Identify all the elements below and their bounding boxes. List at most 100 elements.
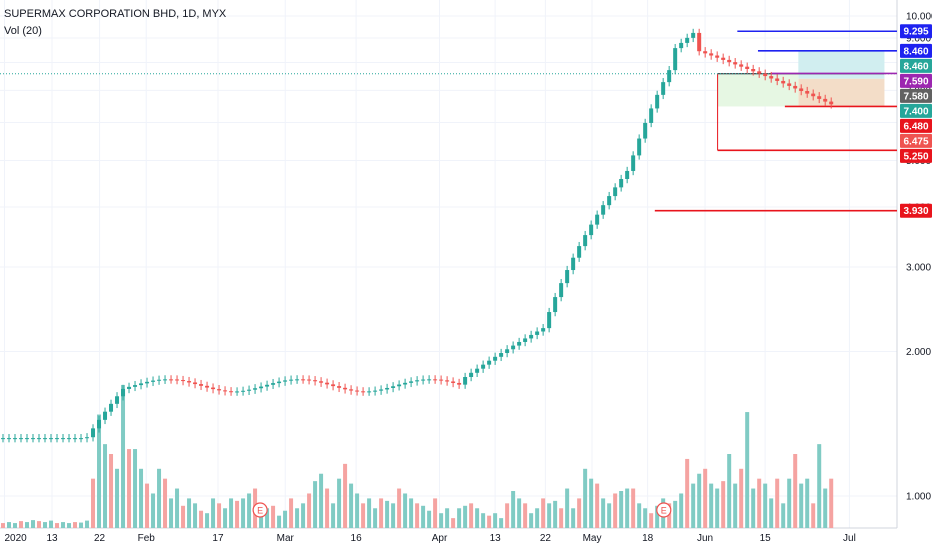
price-label-text: 7.590 (903, 76, 928, 87)
candle-body (391, 386, 396, 388)
x-tick-label: Apr (432, 533, 448, 544)
price-label-badge (900, 203, 932, 218)
candle-body (547, 312, 552, 329)
candle-body (97, 419, 102, 429)
candle-body (649, 108, 654, 123)
candle-body (451, 381, 456, 383)
candle-body (469, 372, 474, 377)
volume-bar (235, 500, 240, 528)
volume-bar (37, 521, 42, 528)
candle-body (103, 411, 108, 420)
volume-bar (85, 520, 90, 528)
candle-body (241, 390, 246, 392)
volume-bar (181, 505, 186, 528)
candle-body (49, 438, 54, 440)
candle-body (37, 438, 42, 440)
candle-body (271, 383, 276, 385)
candle-body (325, 382, 330, 385)
volume-bar (685, 458, 690, 528)
earnings-marker[interactable] (252, 502, 268, 518)
candle-body (445, 380, 450, 382)
candle-body (289, 379, 294, 381)
candle-body (535, 331, 540, 335)
candle-body (511, 345, 516, 350)
volume-bar (19, 521, 24, 528)
candle-body (595, 214, 600, 225)
volume-bar (457, 508, 462, 528)
candle-body (523, 338, 528, 342)
volume-bar (799, 483, 804, 528)
candle-body (709, 53, 714, 56)
candle-body (703, 51, 708, 54)
candle-body (667, 70, 672, 83)
volume-bar (169, 498, 174, 528)
x-tick-label: 22 (94, 533, 106, 544)
candle-body (805, 91, 810, 94)
volume-bar (469, 503, 474, 528)
volume-bar (229, 498, 234, 528)
candle-body (751, 69, 756, 72)
volume-bar (139, 468, 144, 528)
candle-body (817, 96, 822, 99)
candle-body (691, 32, 696, 38)
volume-bar (499, 518, 504, 528)
volume-bar (331, 503, 336, 528)
candle-body (193, 382, 198, 385)
volume-bar (121, 384, 126, 528)
volume-bar (703, 468, 708, 528)
volume-bar (211, 498, 216, 528)
candle-body (607, 196, 612, 206)
volume-bar (667, 503, 672, 528)
volume-bar (655, 505, 660, 528)
x-tick-label: Jun (697, 533, 713, 544)
candle-body (151, 380, 156, 382)
candle-body (697, 32, 702, 52)
volume-bar (535, 508, 540, 528)
volume-bar (451, 518, 456, 528)
volume-bar (367, 498, 372, 528)
candle-body (115, 396, 120, 404)
price-label-badge (900, 118, 932, 133)
candle-body (313, 380, 318, 382)
candle-body (559, 283, 564, 298)
price-label-text: 5.250 (903, 151, 928, 162)
candle-body (439, 379, 444, 381)
volume-bar (325, 488, 330, 528)
candle-body (397, 384, 402, 387)
volume-bar (517, 498, 522, 528)
candle-body (217, 389, 222, 391)
volume-bar (295, 508, 300, 528)
x-tick-label: 18 (642, 533, 654, 544)
candle-body (463, 376, 468, 385)
x-tick-label: 22 (540, 533, 552, 544)
candle-body (199, 384, 204, 386)
candle-body (55, 438, 60, 440)
candle-body (829, 101, 834, 105)
volume-bar (811, 503, 816, 528)
volume-bar (193, 503, 198, 528)
volume-bar (379, 498, 384, 528)
volume-bar (187, 498, 192, 528)
candle-body (715, 55, 720, 58)
volume-bar (475, 508, 480, 528)
volume-bar (487, 515, 492, 528)
candle-body (127, 386, 132, 389)
candle-body (577, 246, 582, 258)
volume-bar (163, 478, 168, 528)
candle-body (481, 364, 486, 369)
candle-body (739, 64, 744, 67)
earnings-marker-label: E (257, 506, 263, 516)
candle-body (763, 73, 768, 77)
candle-body (19, 438, 24, 440)
candle-body (145, 381, 150, 384)
volume-bar (157, 468, 162, 528)
candle-body (541, 328, 546, 332)
y-tick-label: 2.000 (906, 347, 931, 358)
earnings-marker[interactable] (656, 502, 672, 518)
y-tick-label: 10.000 (906, 12, 932, 23)
candle-body (79, 438, 84, 440)
volume-bar (601, 498, 606, 528)
price-label-text: 7.400 (903, 106, 928, 117)
